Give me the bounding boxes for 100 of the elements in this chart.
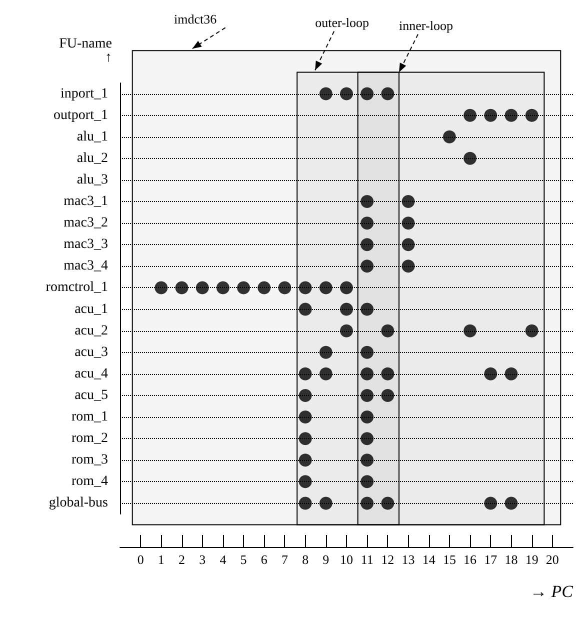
point: [237, 281, 250, 294]
point: [402, 195, 415, 208]
y-tick-label: acu_2: [74, 323, 108, 338]
point: [464, 108, 477, 122]
point: [360, 238, 374, 252]
x-tick-label: 18: [504, 552, 518, 567]
point: [298, 475, 312, 488]
point: [360, 475, 374, 488]
y-tick-label: rom_2: [71, 431, 108, 446]
point: [340, 302, 353, 316]
x-tick-label: 13: [402, 552, 415, 567]
point: [298, 281, 312, 294]
point: [504, 496, 518, 510]
point: [360, 87, 374, 100]
x-tick-label: 6: [260, 552, 268, 567]
point: [360, 346, 374, 359]
band-label: outer-loop: [315, 15, 370, 30]
point: [402, 216, 415, 230]
x-tick-label: 19: [525, 552, 538, 567]
y-tick-label: rom_3: [71, 452, 108, 468]
x-tick-label: 12: [381, 552, 394, 567]
point: [298, 432, 312, 446]
point: [154, 281, 168, 294]
y-tick-label: mac3_3: [64, 237, 108, 252]
point: [319, 346, 332, 359]
point: [278, 281, 292, 294]
point: [360, 216, 374, 230]
point: [319, 281, 332, 294]
x-tick-label: 3: [199, 552, 206, 567]
y-tick-label: acu_5: [74, 388, 108, 403]
point: [484, 496, 498, 510]
x-tick-label: 7: [281, 552, 288, 567]
x-tick-label: 0: [137, 552, 144, 567]
point: [360, 410, 374, 424]
point: [504, 108, 518, 122]
y-tick-label: mac3_2: [64, 216, 108, 231]
point: [360, 302, 374, 316]
point: [525, 324, 538, 338]
point: [484, 367, 498, 380]
y-tick-label: outport_1: [54, 108, 108, 123]
point: [319, 496, 332, 510]
band-label: inner-loop: [399, 18, 453, 34]
point: [504, 367, 518, 380]
point: [319, 87, 332, 100]
point: [464, 324, 477, 338]
y-tick-label: alu_3: [76, 172, 108, 188]
point: [298, 367, 312, 380]
point: [258, 281, 271, 294]
y-tick-label: rom_1: [71, 410, 108, 425]
point: [464, 152, 477, 165]
y-tick-label: acu_1: [74, 302, 108, 317]
point: [298, 496, 312, 510]
x-tick-label: 16: [464, 552, 478, 567]
x-axis-title: → PC: [530, 582, 574, 601]
point: [402, 260, 415, 273]
point: [525, 108, 538, 122]
point: [381, 388, 394, 402]
x-tick-label: 20: [546, 552, 559, 567]
point: [381, 87, 394, 100]
y-tick-label: acu_3: [74, 344, 108, 360]
y-tick-label: mac3_4: [64, 258, 108, 274]
y-tick-label: romctrol_1: [46, 280, 108, 296]
band-label: imdct36: [174, 12, 218, 27]
y-tick-label: alu_2: [76, 150, 108, 166]
y-tick-label: acu_4: [74, 366, 108, 382]
point: [442, 130, 456, 144]
point: [360, 195, 374, 208]
point: [298, 388, 312, 402]
y-tick-label: rom_4: [71, 474, 108, 490]
point: [381, 496, 394, 510]
x-tick-label: 5: [240, 552, 247, 567]
point: [360, 454, 374, 467]
point: [298, 302, 312, 316]
x-tick-label: 10: [340, 552, 353, 567]
x-tick-label: 17: [484, 552, 498, 567]
x-tick-label: 11: [360, 552, 374, 567]
point: [298, 410, 312, 424]
point: [216, 281, 230, 294]
point: [381, 367, 394, 380]
point: [340, 87, 353, 100]
point: [381, 324, 394, 338]
point: [360, 367, 374, 380]
point: [175, 281, 188, 294]
point: [298, 454, 312, 467]
x-tick-label: 9: [322, 552, 330, 567]
point: [340, 281, 353, 294]
point: [340, 324, 353, 338]
point: [360, 388, 374, 402]
y-tick-label: inport_1: [60, 86, 108, 102]
point: [360, 432, 374, 446]
y-axis-title: FU-name ↑: [59, 36, 112, 66]
y-tick-label: mac3_1: [64, 194, 108, 210]
x-tick-label: 8: [302, 552, 309, 567]
x-tick-label: 14: [422, 552, 436, 567]
point: [402, 238, 415, 252]
x-tick-label: 2: [178, 552, 186, 567]
y-tick-label: global-bus: [48, 496, 108, 511]
point: [196, 281, 209, 294]
y-tick-label: alu_1: [76, 129, 108, 144]
point: [319, 367, 332, 380]
